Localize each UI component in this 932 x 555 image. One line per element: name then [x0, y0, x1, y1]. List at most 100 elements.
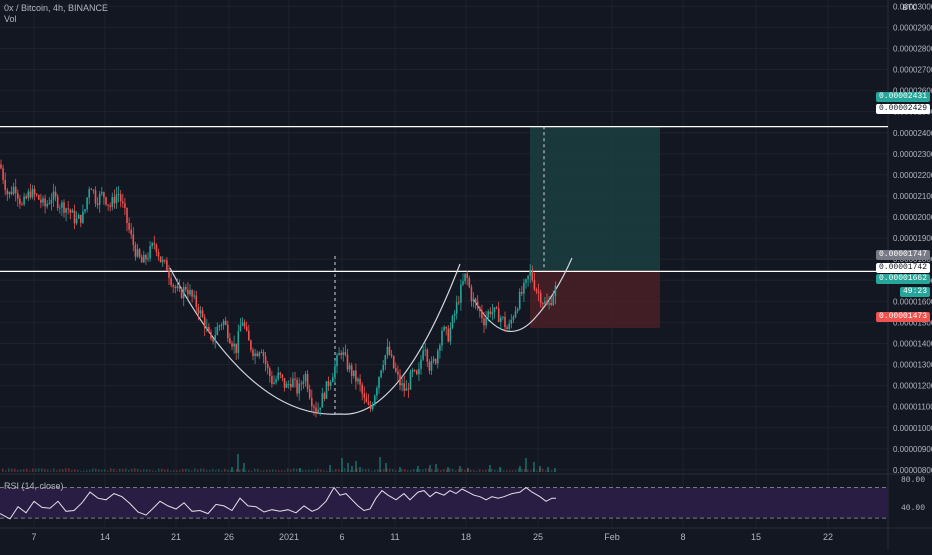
volume-bar	[92, 468, 94, 472]
volume-bar	[314, 469, 316, 472]
volume-bar	[209, 470, 211, 472]
volume-bar	[353, 470, 355, 472]
volume-bar	[236, 468, 238, 472]
volume-bar	[500, 468, 502, 472]
candle-body	[466, 273, 468, 278]
volume-bar	[284, 470, 286, 472]
volume-bar	[68, 468, 70, 472]
candle-body	[325, 381, 328, 399]
candle-body	[178, 286, 181, 289]
volume-legend[interactable]: Vol	[4, 14, 17, 24]
candle-body	[10, 191, 13, 195]
volume-bar	[233, 470, 235, 472]
candle-body	[313, 406, 315, 408]
candle-body	[2, 168, 4, 180]
candle-body	[63, 202, 65, 213]
candle-body	[256, 353, 258, 357]
volume-bar	[158, 468, 160, 472]
volume-bar	[137, 468, 139, 472]
candle-body	[269, 368, 271, 377]
candle-body	[92, 189, 95, 191]
candle-body	[185, 286, 187, 290]
volume-bar	[422, 469, 424, 472]
rsi-line	[0, 486, 556, 520]
entry-zone-badge: 0.00001747	[875, 250, 930, 260]
volume-bar	[355, 461, 357, 472]
volume-bar	[530, 470, 532, 472]
countdown-badge: 49:23	[899, 287, 930, 297]
handle-curve	[473, 257, 573, 333]
volume-bar	[491, 469, 493, 472]
volume-bar	[467, 468, 469, 472]
candle-body	[199, 310, 202, 314]
rsi-legend[interactable]: RSI (14, close)	[4, 481, 64, 491]
candle-body	[180, 288, 183, 298]
candle-body	[50, 199, 53, 204]
volume-bar	[119, 468, 121, 472]
candle-body	[235, 343, 237, 353]
candle-body	[170, 277, 172, 286]
candle-body	[554, 285, 557, 297]
volume-bar	[533, 462, 535, 472]
candle-body	[161, 260, 164, 263]
volume-bar	[359, 470, 361, 472]
volume-bar	[149, 469, 151, 472]
volume-bar	[62, 469, 64, 472]
candle-body	[481, 310, 483, 319]
candle-body	[113, 197, 116, 204]
volume-bar	[203, 468, 205, 472]
symbol-legend[interactable]: 0x / Bitcoin, 4h, BINANCE	[4, 3, 109, 13]
candle-body	[98, 193, 101, 205]
candle-body	[453, 313, 456, 317]
volume-bar	[539, 466, 541, 472]
candle-body	[382, 365, 384, 371]
candle-body	[518, 292, 521, 309]
candle-body	[201, 310, 204, 318]
volume-bar	[329, 470, 331, 472]
volume-bar	[95, 468, 97, 472]
candle-body	[493, 307, 496, 312]
candle-body	[149, 246, 151, 259]
candle-body	[224, 320, 227, 325]
volume-bar	[347, 470, 349, 472]
candle-body	[241, 322, 244, 326]
volume-bar	[143, 469, 145, 472]
candle-body	[262, 352, 265, 357]
volume-bar	[350, 469, 352, 472]
candle-body	[535, 289, 538, 292]
volume-bar	[542, 468, 544, 472]
y-tick-label: 0.00002100	[893, 192, 932, 201]
candle-body	[61, 202, 63, 208]
volume-bar	[341, 470, 343, 472]
candle-body	[401, 383, 403, 386]
candle-body	[73, 210, 76, 224]
volume-bar	[245, 470, 247, 472]
volume-bar	[499, 467, 501, 472]
x-tick-label: 8	[680, 532, 685, 542]
candle-body	[290, 383, 292, 388]
candle-body	[397, 371, 399, 375]
candle-body	[281, 374, 284, 378]
candle-body	[537, 291, 540, 294]
volume-bar	[392, 469, 394, 472]
volume-bar	[131, 468, 133, 472]
volume-bar	[11, 468, 13, 472]
candle-body	[500, 317, 502, 322]
volume-bar	[26, 468, 28, 472]
candle-body	[294, 378, 296, 380]
rsi-upper-tick: 80.00	[900, 476, 925, 485]
candle-body	[103, 192, 105, 198]
candle-body	[512, 317, 515, 320]
candle-body	[367, 402, 370, 405]
candle-body	[365, 397, 368, 403]
candle-body	[117, 194, 120, 195]
resistance-price-badge: 0.00002429	[875, 104, 930, 114]
volume-bar	[299, 468, 301, 472]
candle-body	[143, 255, 145, 263]
volume-bar	[212, 468, 214, 472]
candle-body	[287, 383, 290, 385]
candle-body	[516, 308, 519, 312]
volume-bar	[248, 470, 250, 472]
volume-bar	[8, 468, 10, 472]
